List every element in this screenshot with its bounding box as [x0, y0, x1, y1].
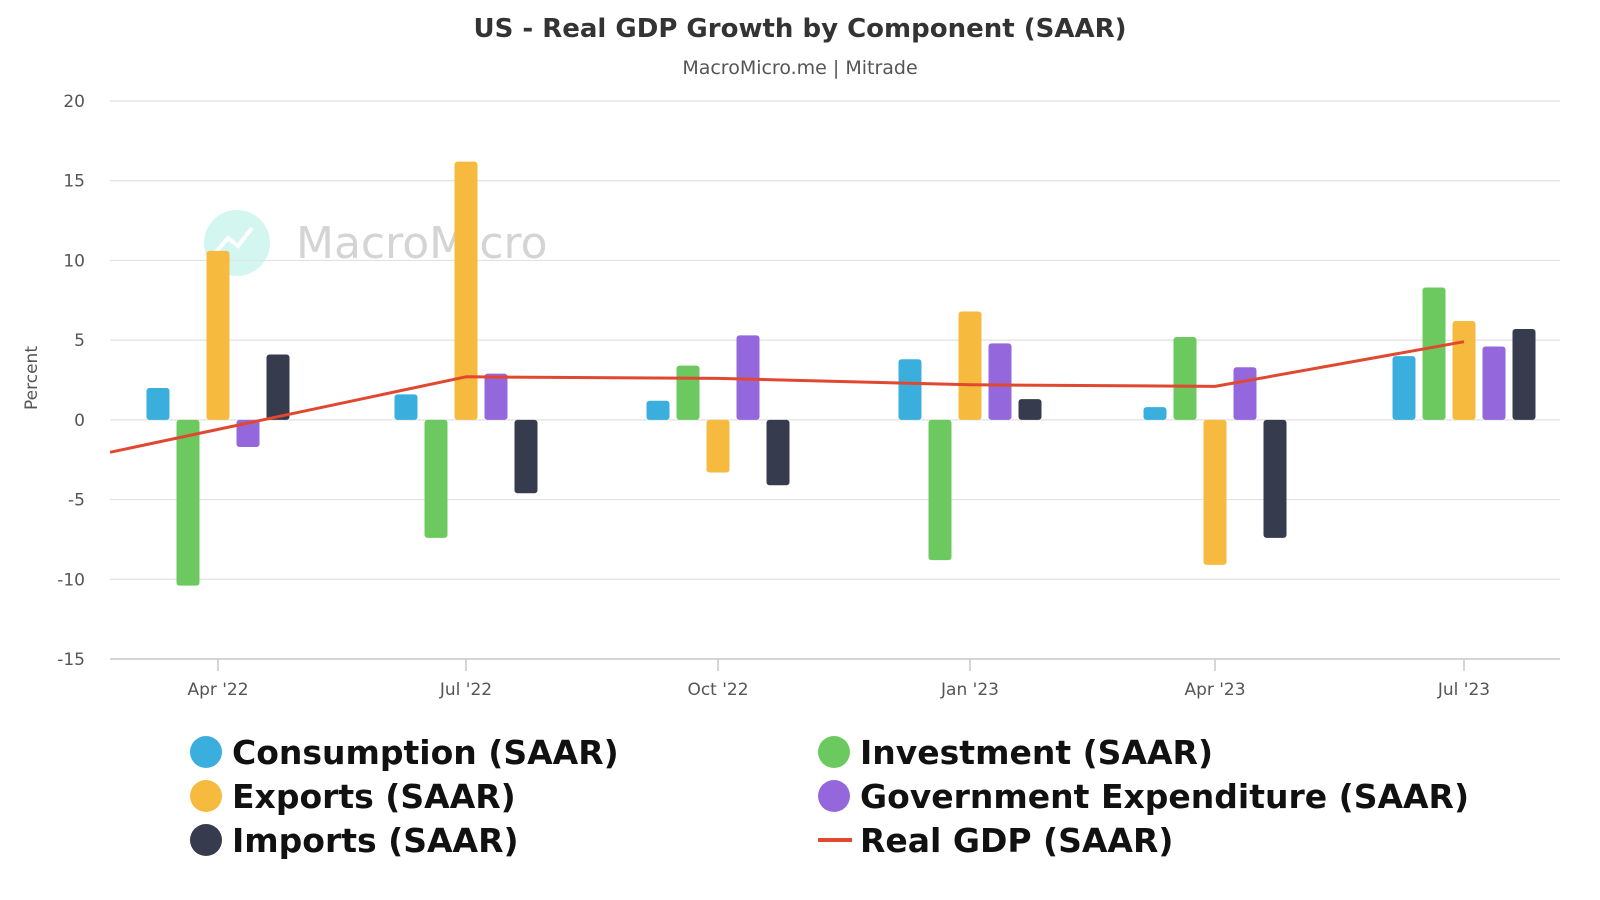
bar[interactable]: [1452, 321, 1476, 420]
real-gdp-line-path[interactable]: [109, 340, 1465, 454]
legend-item-real-gdp[interactable]: Real GDP (SAAR): [818, 818, 1173, 862]
x-tick-label: Oct '22: [687, 680, 748, 700]
bar[interactable]: [266, 354, 290, 420]
y-axis-label: Percent: [22, 346, 42, 410]
chart-title: US - Real GDP Growth by Component (SAAR): [474, 14, 1127, 44]
watermark-text: MacroMicro: [296, 218, 548, 269]
bar[interactable]: [176, 419, 200, 586]
bar[interactable]: [206, 250, 230, 420]
legend: Consumption (SAAR) Exports (SAAR) Import…: [0, 730, 1600, 890]
legend-label: Government Expenditure (SAAR): [860, 776, 1470, 816]
legend-item-investment[interactable]: Investment (SAAR): [818, 730, 1213, 774]
y-tick-label: 15: [63, 172, 85, 192]
bar[interactable]: [146, 387, 170, 420]
bar[interactable]: [394, 394, 418, 420]
x-tick-label: Apr '22: [187, 680, 248, 700]
bar[interactable]: [706, 419, 730, 473]
bar[interactable]: [958, 311, 982, 420]
bar[interactable]: [236, 419, 260, 447]
bar[interactable]: [676, 365, 700, 420]
legend-item-imports[interactable]: Imports (SAAR): [190, 818, 519, 862]
y-axis-ticks: 20 15 10 5 0 -5 -10 -15: [57, 92, 85, 670]
bar[interactable]: [898, 359, 922, 420]
legend-dot-icon: [818, 736, 850, 768]
legend-dot-icon: [190, 824, 222, 856]
y-tick-label: -5: [68, 491, 85, 511]
legend-item-consumption[interactable]: Consumption (SAAR): [190, 730, 619, 774]
chart: US - Real GDP Growth by Component (SAAR)…: [22, 14, 1560, 700]
bar[interactable]: [646, 400, 670, 420]
bar[interactable]: [1392, 356, 1416, 420]
bar[interactable]: [1482, 346, 1506, 420]
bar[interactable]: [484, 373, 508, 420]
bar[interactable]: [454, 161, 478, 420]
legend-label: Imports (SAAR): [232, 820, 519, 860]
bar[interactable]: [1018, 399, 1042, 420]
y-tick-label: 20: [63, 92, 85, 112]
y-tick-label: -10: [57, 570, 85, 590]
legend-label: Investment (SAAR): [860, 732, 1214, 772]
real-gdp-line: [109, 340, 1465, 454]
bar[interactable]: [1233, 367, 1257, 420]
bar[interactable]: [424, 419, 448, 538]
x-tick-label: Apr '23: [1184, 680, 1245, 700]
bar[interactable]: [1173, 336, 1197, 420]
chart-subtitle: MacroMicro.me | Mitrade: [682, 57, 917, 79]
bar[interactable]: [1143, 407, 1167, 420]
watermark-logo-line: [214, 226, 254, 254]
y-tick-label: 0: [74, 411, 85, 431]
legend-label: Real GDP (SAAR): [860, 820, 1174, 860]
x-tick-label: Jul '22: [439, 680, 492, 700]
legend-label: Exports (SAAR): [232, 776, 516, 816]
y-tick-label: 10: [63, 251, 85, 271]
bar[interactable]: [1263, 419, 1287, 538]
watermark: MacroMicro: [204, 210, 548, 276]
legend-dot-icon: [818, 780, 850, 812]
legend-dot-icon: [190, 780, 222, 812]
bar[interactable]: [988, 343, 1012, 420]
y-tick-label: -15: [57, 650, 85, 670]
legend-dot-icon: [190, 736, 222, 768]
y-tick-label: 5: [74, 331, 85, 351]
legend-item-exports[interactable]: Exports (SAAR): [190, 774, 516, 818]
legend-item-government-expenditure[interactable]: Government Expenditure (SAAR): [818, 774, 1469, 818]
bar[interactable]: [736, 335, 760, 420]
bar[interactable]: [1203, 419, 1227, 565]
bars: [146, 161, 1536, 586]
x-axis: Apr '22 Jul '22 Oct '22 Jan '23 Apr '23 Jul '…: [110, 658, 1560, 700]
bar[interactable]: [514, 419, 538, 494]
bar[interactable]: [766, 419, 790, 486]
bar[interactable]: [1422, 287, 1446, 420]
x-tick-label: Jul '23: [1437, 680, 1490, 700]
legend-line-icon: [818, 838, 852, 842]
bar[interactable]: [928, 419, 952, 561]
legend-label: Consumption (SAAR): [232, 732, 619, 772]
x-tick-label: Jan '23: [940, 680, 999, 700]
bar[interactable]: [1512, 328, 1536, 420]
